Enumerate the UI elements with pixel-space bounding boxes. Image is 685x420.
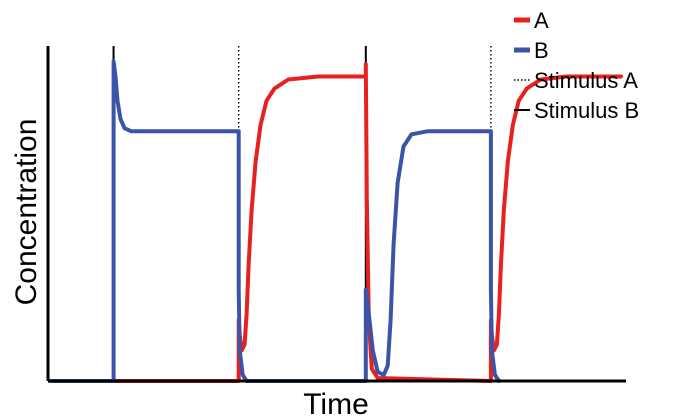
series-line-a [48, 62, 623, 383]
legend-label: Stimulus A [534, 68, 638, 93]
legend-label: Stimulus B [534, 98, 639, 123]
legend-item-1: A [514, 8, 549, 33]
y-axis-label: Concentration [10, 119, 43, 306]
axes [46, 46, 626, 383]
legend-item-4: Stimulus B [514, 98, 639, 123]
series-line-b [48, 59, 501, 383]
plot-area [48, 46, 623, 383]
x-axis-label: Time [303, 388, 369, 420]
legend: AB Stimulus A Stimulus B [514, 8, 639, 123]
legend-label: A [534, 8, 549, 33]
legend-item-3: Stimulus A [514, 68, 638, 93]
legend-item-2: B [514, 38, 549, 63]
legend-label: B [534, 38, 549, 63]
